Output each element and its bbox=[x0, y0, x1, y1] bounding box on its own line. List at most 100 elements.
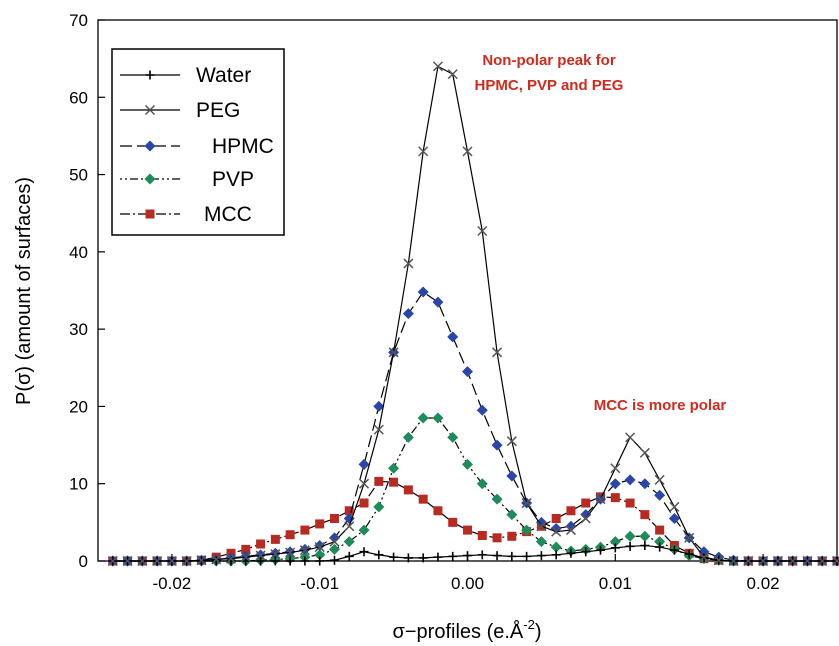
series-line-hpmc bbox=[112, 291, 837, 562]
data-point-mcc bbox=[403, 485, 413, 495]
data-point-mcc bbox=[374, 476, 384, 486]
data-point-peg bbox=[373, 424, 384, 435]
data-point-peg bbox=[196, 555, 207, 566]
data-point-peg bbox=[388, 347, 399, 358]
data-point-pvp bbox=[432, 412, 444, 424]
data-point-peg bbox=[137, 555, 148, 567]
y-tick-label: 70 bbox=[69, 11, 88, 30]
data-point-peg bbox=[122, 555, 133, 567]
data-point-peg bbox=[684, 532, 695, 543]
data-point-peg bbox=[758, 555, 769, 567]
data-point-pvp bbox=[535, 536, 547, 548]
data-point-peg bbox=[462, 146, 473, 157]
data-point-mcc bbox=[625, 498, 635, 508]
x-tick-label: -0.01 bbox=[300, 574, 339, 593]
data-point-hpmc bbox=[328, 532, 340, 544]
legend-item-pvp: PVP bbox=[120, 168, 254, 191]
data-point-peg bbox=[595, 494, 606, 505]
data-point-hpmc bbox=[447, 331, 459, 343]
data-point-hpmc bbox=[358, 458, 370, 470]
data-point-hpmc bbox=[491, 439, 503, 451]
data-point-water bbox=[625, 541, 635, 551]
data-point-peg bbox=[299, 545, 310, 556]
data-point-mcc bbox=[418, 494, 428, 504]
data-point-peg bbox=[669, 501, 680, 512]
series-layer bbox=[107, 61, 839, 567]
data-point-mcc bbox=[300, 525, 310, 535]
data-point-mcc bbox=[359, 498, 369, 508]
data-point-water bbox=[374, 550, 384, 560]
data-point-hpmc bbox=[624, 474, 636, 486]
data-point-hpmc bbox=[343, 512, 355, 524]
data-point-water bbox=[359, 547, 369, 557]
data-point-pvp bbox=[373, 501, 385, 513]
data-point-water bbox=[418, 553, 428, 563]
data-point-peg bbox=[787, 555, 798, 567]
data-point-mcc bbox=[344, 506, 354, 516]
legend-item-mcc: MCC bbox=[120, 203, 252, 226]
data-point-water bbox=[669, 545, 679, 555]
data-point-peg bbox=[580, 513, 591, 524]
y-axis-ticks: 0 10 20 30 40 50 60 70 bbox=[69, 11, 105, 571]
data-point-peg bbox=[240, 552, 251, 563]
data-point-peg bbox=[344, 521, 355, 532]
data-point-mcc bbox=[241, 544, 251, 554]
series-line-peg bbox=[112, 65, 837, 562]
data-point-peg bbox=[698, 552, 710, 563]
legend-box bbox=[111, 48, 285, 236]
legend-marker-pvp bbox=[144, 173, 156, 185]
data-point-peg bbox=[639, 447, 650, 458]
data-point-pvp bbox=[550, 541, 562, 553]
legend-item-hpmc: HPMC bbox=[120, 135, 274, 158]
data-point-pvp bbox=[521, 524, 533, 536]
data-point-pvp bbox=[491, 493, 503, 505]
data-point-peg bbox=[713, 555, 724, 566]
data-point-peg bbox=[270, 549, 281, 560]
data-point-mcc bbox=[551, 513, 561, 523]
data-point-pvp bbox=[417, 412, 429, 424]
data-point-peg bbox=[447, 69, 458, 80]
legend-label-hpmc: HPMC bbox=[212, 135, 274, 158]
y-tick-label: 0 bbox=[79, 552, 88, 571]
data-point-peg bbox=[403, 258, 414, 269]
data-point-mcc bbox=[581, 498, 591, 508]
data-point-water bbox=[344, 551, 354, 561]
data-point-water bbox=[655, 542, 665, 552]
data-point-peg bbox=[211, 554, 222, 565]
data-point-mcc bbox=[315, 519, 325, 529]
data-point-peg bbox=[152, 555, 163, 567]
annotation-nonpolar-line2: HPMC, PVP and PEG bbox=[475, 77, 624, 94]
data-point-pvp bbox=[447, 431, 459, 443]
data-point-pvp bbox=[314, 549, 326, 561]
data-point-pvp bbox=[476, 478, 488, 490]
y-tick-label: 10 bbox=[69, 475, 88, 494]
series-mcc bbox=[108, 476, 839, 566]
x-tick-label: 0.01 bbox=[599, 574, 632, 593]
data-point-water bbox=[300, 556, 310, 566]
legend-marker-hpmc bbox=[144, 140, 156, 152]
data-point-peg bbox=[772, 555, 783, 567]
data-point-hpmc bbox=[668, 512, 680, 524]
data-point-peg bbox=[654, 474, 665, 485]
data-point-peg bbox=[181, 555, 192, 567]
data-point-water bbox=[522, 551, 532, 561]
data-point-water bbox=[315, 556, 325, 566]
legend-label-water: Water bbox=[196, 64, 251, 87]
x-tick-label: -0.02 bbox=[153, 574, 192, 593]
data-point-mcc bbox=[389, 477, 399, 487]
data-point-hpmc bbox=[506, 470, 518, 482]
y-tick-label: 50 bbox=[69, 166, 88, 185]
data-point-peg bbox=[506, 436, 517, 447]
data-point-peg bbox=[314, 542, 325, 553]
data-point-hpmc bbox=[432, 296, 444, 308]
data-point-peg bbox=[329, 536, 340, 547]
data-point-mcc bbox=[285, 530, 295, 540]
data-point-water bbox=[566, 548, 576, 558]
data-point-hpmc bbox=[402, 308, 414, 320]
data-point-peg bbox=[728, 555, 739, 567]
data-point-peg bbox=[255, 550, 266, 561]
data-point-peg bbox=[610, 463, 621, 474]
data-point-water bbox=[551, 550, 561, 560]
data-point-water bbox=[684, 549, 694, 559]
data-point-peg bbox=[432, 61, 443, 72]
